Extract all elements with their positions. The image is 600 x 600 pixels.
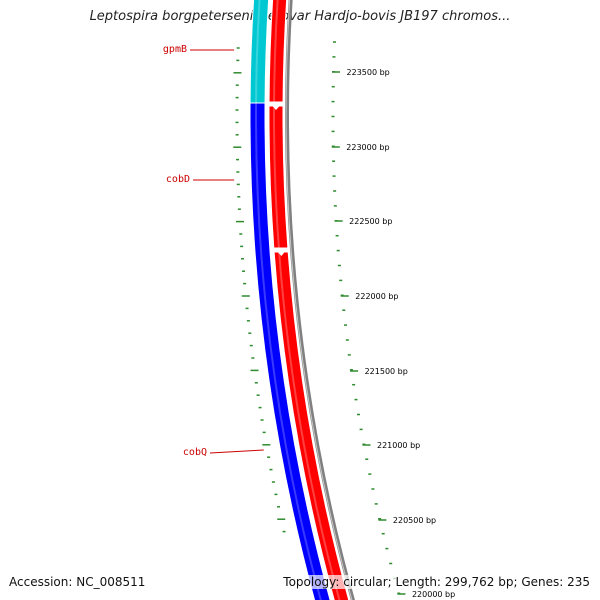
- gene-boundary-marker: [269, 102, 284, 110]
- ruler-label: 221000 bp: [377, 441, 420, 450]
- gene-label-layer: gpmB cobD cobQ: [163, 44, 264, 458]
- ruler-label: 220000 bp: [412, 590, 455, 599]
- ruler-label: 223000 bp: [346, 143, 389, 152]
- gene-boundary-marker: [273, 248, 288, 256]
- forward-strand-track: [268, 0, 350, 600]
- reverse-shading: [255, 0, 322, 600]
- gene-label-cobD: cobD: [166, 174, 190, 185]
- reverse-strand-track: [249, 0, 331, 600]
- gene-label-gpmB: gpmB: [163, 44, 187, 55]
- gene-forward-3: [273, 251, 350, 600]
- gene-label-cobQ: cobQ: [183, 447, 207, 458]
- ruler-label: 222000 bp: [355, 292, 398, 301]
- inner-tick-ruler: [233, 47, 286, 533]
- backbone-layer: [285, 0, 355, 600]
- gene-label-leader: [209, 449, 264, 454]
- ruler-label: 220500 bp: [393, 516, 436, 525]
- ruler-label: 221500 bp: [365, 367, 408, 376]
- gene-forward-2: [268, 105, 289, 249]
- accession-label: Accession: NC_008511: [9, 575, 146, 589]
- ruler-label: 223500 bp: [347, 68, 390, 77]
- backbone-highlight: [285, 0, 353, 600]
- map-title: Leptospira borgpetersenii serovar Hardjo…: [89, 9, 511, 24]
- backbone-circle: [285, 0, 355, 600]
- ruler-label: 222500 bp: [349, 217, 392, 226]
- topology-summary: Topology: circular; Length: 299,762 bp; …: [283, 575, 590, 589]
- outer-tick-ruler: 223500 bp 223000 bp 222500 bp 222000 bp 2215…: [331, 41, 455, 599]
- gene-forward-1: [268, 0, 288, 103]
- forward-shading: [273, 0, 341, 600]
- gene-cobD-cobQ-block: [249, 102, 331, 600]
